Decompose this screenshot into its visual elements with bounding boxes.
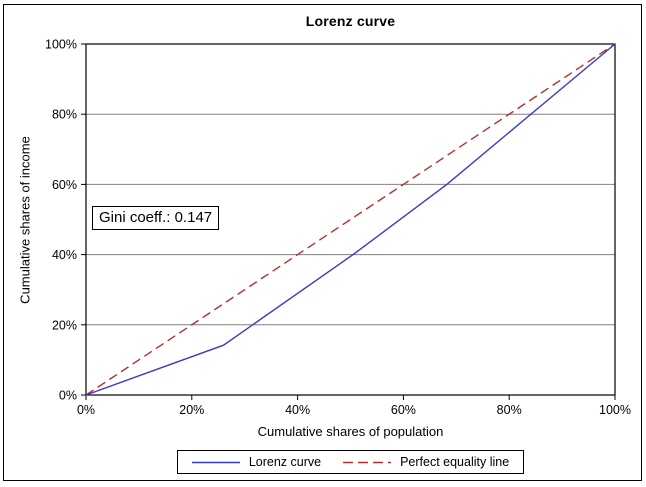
y-tick-label: 20% xyxy=(52,318,77,332)
x-tick-label: 40% xyxy=(285,403,310,417)
x-tick-label: 80% xyxy=(497,403,522,417)
equality-line-sample-icon xyxy=(343,461,392,463)
lorenz-curve-line xyxy=(85,43,616,396)
chart-title: Lorenz curve xyxy=(305,13,396,29)
x-tick-label: 20% xyxy=(179,403,204,417)
x-axis-title: Cumulative shares of population xyxy=(257,424,444,439)
legend-container: Lorenz curve Perfect equality line xyxy=(86,450,615,474)
y-tick-label: 80% xyxy=(52,108,77,122)
y-tick-label: 40% xyxy=(52,248,77,262)
plot-frame xyxy=(85,43,616,396)
y-tick-label: 0% xyxy=(59,389,77,403)
legend-item-lorenz: Lorenz curve xyxy=(191,455,322,469)
lorenz-line-sample-icon xyxy=(191,461,240,463)
equality-line xyxy=(85,43,616,396)
x-tick-label: 0% xyxy=(77,403,95,417)
x-tick-label: 100% xyxy=(599,403,631,417)
gini-annotation: Gini coeff.: 0.147 xyxy=(92,206,220,230)
legend-label-equality: Perfect equality line xyxy=(400,455,510,469)
legend-item-equality: Perfect equality line xyxy=(343,455,509,469)
legend-label-lorenz: Lorenz curve xyxy=(248,455,322,469)
y-tick-label: 60% xyxy=(52,178,77,192)
legend: Lorenz curve Perfect equality line xyxy=(176,450,525,474)
y-tick-label: 100% xyxy=(45,38,77,52)
x-tick-label: 60% xyxy=(391,403,416,417)
